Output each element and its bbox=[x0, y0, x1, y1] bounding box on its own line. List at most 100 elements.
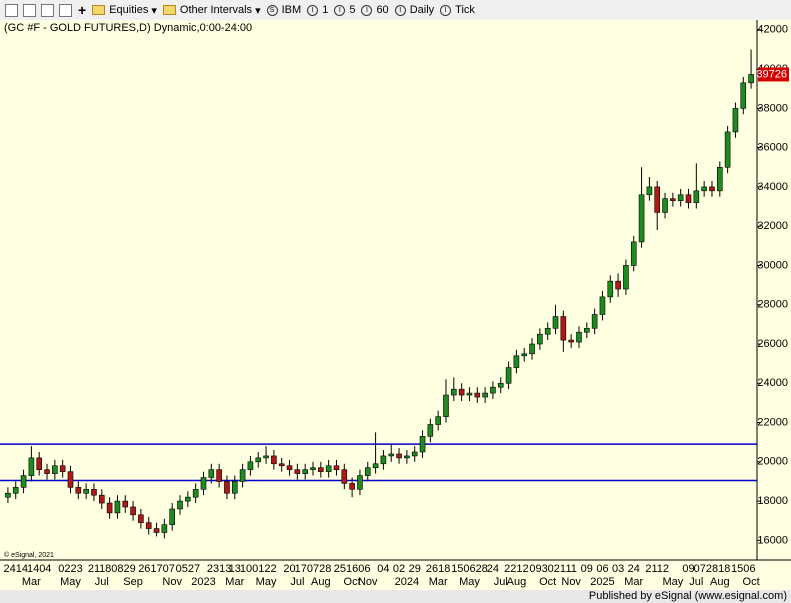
button-label[interactable]: 1 bbox=[322, 4, 329, 16]
candle-body bbox=[145, 522, 152, 529]
x-tick-label: 0527 bbox=[176, 563, 200, 575]
background bbox=[0, 20, 791, 590]
candle-body bbox=[59, 465, 66, 472]
x-tick-label: May bbox=[256, 576, 277, 588]
x-tick-label: 02 bbox=[393, 563, 405, 575]
button-label[interactable]: Daily bbox=[409, 4, 435, 16]
x-tick-label: 2112 bbox=[645, 563, 669, 575]
candle-body bbox=[302, 469, 308, 474]
x-tick-label: 180829 bbox=[99, 563, 136, 575]
x-tick-label: 04 bbox=[377, 563, 389, 575]
button-label[interactable]: Tick bbox=[455, 4, 475, 16]
chart: (GC #F - GOLD FUTURES,D) Dynamic,0:00-24… bbox=[0, 20, 791, 590]
x-tick-label: Jul bbox=[689, 576, 703, 588]
candle-body bbox=[435, 416, 441, 425]
candle-body bbox=[106, 502, 113, 514]
candle-body bbox=[584, 327, 590, 333]
candle-body bbox=[474, 392, 481, 398]
x-tick-label: 29 bbox=[409, 563, 421, 575]
candle-body bbox=[364, 467, 371, 476]
button-label[interactable]: 5 bbox=[349, 4, 356, 16]
button[interactable]: S IBM bbox=[266, 4, 302, 16]
y-tick-label: 16000 bbox=[757, 534, 788, 546]
x-tick-label: 2025 bbox=[590, 576, 614, 588]
button[interactable]: I Daily bbox=[394, 4, 435, 16]
x-tick-label: Oct bbox=[344, 576, 361, 588]
y-tick-label: 22000 bbox=[757, 416, 788, 428]
candle-body bbox=[427, 424, 434, 437]
icon[interactable] bbox=[59, 3, 72, 17]
candle-body bbox=[44, 469, 50, 474]
candle-body bbox=[411, 451, 418, 457]
candle-body bbox=[12, 487, 19, 494]
x-tick-label: Oct bbox=[743, 576, 760, 588]
y-tick-label: 26000 bbox=[757, 338, 788, 350]
candle-body bbox=[224, 481, 230, 494]
published: Published by eSignal (www.esignal.com) bbox=[588, 590, 787, 602]
candle-body bbox=[52, 465, 58, 474]
button[interactable]: I 60 bbox=[361, 4, 389, 16]
candle-body bbox=[255, 457, 262, 463]
button-label[interactable]: IBM bbox=[281, 4, 302, 16]
candle-body bbox=[568, 339, 574, 343]
x-tick-label: Aug bbox=[507, 576, 527, 588]
menu-label[interactable]: Equities bbox=[109, 4, 149, 16]
candle-body bbox=[701, 186, 707, 192]
menu-label[interactable]: Other Intervals bbox=[179, 4, 253, 16]
x-tick-label: 06 bbox=[596, 563, 608, 575]
x-tick-label: Mar bbox=[225, 576, 244, 588]
x-tick-label: 251606 bbox=[334, 563, 371, 575]
icon[interactable] bbox=[23, 3, 36, 17]
x-tick-label: 24 bbox=[628, 563, 640, 575]
x-tick-label: May bbox=[459, 576, 480, 588]
chart-title: (GC #F - GOLD FUTURES,D) Dynamic,0:00-24… bbox=[4, 22, 252, 34]
x-tick-label: Mar bbox=[624, 576, 643, 588]
menu[interactable]: Equities ▾ bbox=[92, 4, 157, 17]
x-tick-label: 2023 bbox=[191, 576, 215, 588]
candle-body bbox=[513, 355, 520, 368]
icon[interactable] bbox=[41, 3, 54, 17]
x-tick-label: 09 bbox=[682, 563, 694, 575]
x-tick-label: Nov bbox=[358, 576, 378, 588]
candle-body bbox=[404, 455, 410, 459]
candle-body bbox=[505, 367, 512, 384]
footer: Published by eSignal (www.esignal.com) bbox=[0, 590, 791, 603]
x-tick-label: 1506 bbox=[731, 563, 755, 575]
candle-body bbox=[529, 343, 535, 355]
x-tick-label: 2618 bbox=[426, 563, 450, 575]
candle-body bbox=[36, 457, 43, 470]
candle-body bbox=[208, 469, 215, 478]
candle-body bbox=[200, 477, 207, 490]
candle-body bbox=[278, 463, 285, 467]
candle-body bbox=[662, 198, 668, 213]
button-label[interactable]: 60 bbox=[376, 4, 389, 16]
candle-body bbox=[325, 465, 332, 472]
y-tick-label: 36000 bbox=[757, 142, 788, 154]
candle-body bbox=[380, 455, 387, 465]
candle-body bbox=[458, 388, 465, 396]
candle-body bbox=[396, 453, 402, 459]
candle-body bbox=[482, 392, 488, 398]
candle-body bbox=[286, 465, 293, 470]
candle-body bbox=[138, 514, 144, 523]
x-tick-label: Aug bbox=[311, 576, 331, 588]
y-tick-label: 20000 bbox=[757, 456, 788, 468]
candle-body bbox=[607, 280, 614, 298]
menu[interactable]: Other Intervals ▾ bbox=[162, 4, 261, 17]
add[interactable]: + bbox=[78, 2, 87, 18]
candle-body bbox=[748, 74, 754, 84]
candle-body bbox=[537, 333, 543, 345]
candle-body bbox=[294, 469, 301, 474]
candle-body bbox=[75, 487, 82, 494]
y-tick-label: 30000 bbox=[757, 259, 788, 271]
button[interactable]: I Tick bbox=[440, 4, 475, 16]
candle-body bbox=[388, 453, 395, 457]
candle-body bbox=[310, 467, 316, 470]
x-tick-label: 170728 bbox=[295, 563, 332, 575]
candle-body bbox=[177, 500, 183, 510]
icon[interactable] bbox=[5, 3, 18, 17]
